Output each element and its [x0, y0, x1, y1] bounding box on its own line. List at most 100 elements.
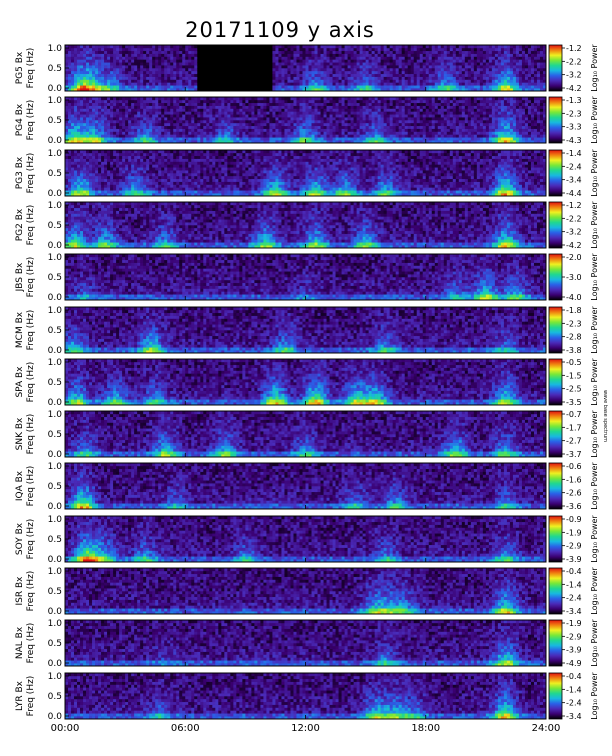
heatmap-cell [137, 103, 140, 106]
heatmap-cell [504, 65, 507, 68]
heatmap-cell [426, 129, 429, 132]
heatmap-cell [113, 117, 116, 120]
heatmap-cell [408, 51, 411, 54]
heatmap-cell [420, 137, 423, 140]
heatmap-cell [438, 74, 441, 77]
heatmap-cell [302, 109, 305, 112]
heatmap-cell [315, 51, 318, 54]
heatmap-cell [146, 123, 149, 126]
heatmap-cell [444, 59, 447, 62]
heatmap-cell [104, 77, 107, 80]
heatmap-cell [116, 100, 119, 103]
heatmap-cell [318, 57, 321, 60]
heatmap-cell [336, 74, 339, 77]
heatmap-cell [315, 117, 318, 120]
heatmap-cell [182, 106, 185, 109]
heatmap-cell [212, 85, 215, 88]
heatmap-cell [227, 74, 230, 77]
heatmap-cell [125, 65, 128, 68]
heatmap-cell [309, 106, 312, 109]
heatmap-cell [113, 74, 116, 77]
heatmap-cell [80, 51, 83, 54]
heatmap-cell [330, 51, 333, 54]
heatmap-cell [170, 77, 173, 80]
heatmap-cell [167, 62, 170, 65]
heatmap-cell [414, 85, 417, 88]
heatmap-cell [426, 85, 429, 88]
heatmap-cell [158, 51, 161, 54]
heatmap-cell [143, 77, 146, 80]
heatmap-cell [516, 68, 519, 71]
heatmap-cell [378, 51, 381, 54]
heatmap-cell [119, 126, 122, 129]
heatmap-cell [306, 71, 309, 74]
heatmap-cell [390, 114, 393, 117]
heatmap-cell [77, 134, 80, 137]
heatmap-cell [492, 80, 495, 83]
heatmap-cell [203, 111, 206, 114]
heatmap-cell [185, 71, 188, 74]
heatmap-cell [212, 132, 215, 135]
heatmap-cell [339, 111, 342, 114]
heatmap-cell [89, 74, 92, 77]
heatmap-cell [134, 68, 137, 71]
heatmap-cell [321, 109, 324, 112]
heatmap-cell [336, 129, 339, 132]
heatmap-cell [254, 114, 257, 117]
heatmap-cell [83, 77, 86, 80]
heatmap-cell [95, 120, 98, 123]
heatmap-cell [465, 77, 468, 80]
heatmap-cell [411, 85, 414, 88]
heatmap-cell [531, 51, 534, 54]
heatmap-cell [453, 74, 456, 77]
heatmap-cell [426, 100, 429, 103]
heatmap-cell [315, 111, 318, 114]
heatmap-cell [417, 71, 420, 74]
heatmap-cell [390, 68, 393, 71]
heatmap-cell [315, 77, 318, 80]
heatmap-cell [251, 123, 254, 126]
heatmap-cell [293, 80, 296, 83]
heatmap-cell [197, 114, 200, 117]
heatmap-cell [414, 114, 417, 117]
heatmap-cell [426, 62, 429, 65]
heatmap-cell [330, 71, 333, 74]
heatmap-cell [450, 62, 453, 65]
heatmap-cell [197, 111, 200, 114]
heatmap-cell [498, 65, 501, 68]
heatmap-cell [447, 71, 450, 74]
heatmap-cell [239, 111, 242, 114]
heatmap-cell [176, 100, 179, 103]
heatmap-cell [221, 51, 224, 54]
heatmap-cell [522, 59, 525, 62]
heatmap-cell [107, 62, 110, 65]
heatmap-cell [411, 103, 414, 106]
heatmap-cell [456, 65, 459, 68]
heatmap-cell [236, 126, 239, 129]
heatmap-cell [342, 106, 345, 109]
heatmap-cell [212, 77, 215, 80]
heatmap-cell [86, 134, 89, 137]
heatmap-cell [351, 120, 354, 123]
heatmap-cell [194, 103, 197, 106]
heatmap-cell [275, 74, 278, 77]
heatmap-cell [143, 62, 146, 65]
heatmap-cell [203, 68, 206, 71]
heatmap-cell [275, 59, 278, 62]
heatmap-cell [363, 85, 366, 88]
heatmap-cell [429, 129, 432, 132]
heatmap-cell [342, 48, 345, 51]
heatmap-cell [269, 65, 272, 68]
heatmap-cell [257, 132, 260, 135]
heatmap-cell [345, 134, 348, 137]
heatmap-cell [113, 71, 116, 74]
heatmap-cell [381, 77, 384, 80]
heatmap-cell [101, 59, 104, 62]
heatmap-cell [327, 109, 330, 112]
heatmap-cell [284, 48, 287, 51]
heatmap-cell [149, 80, 152, 83]
heatmap-cell [188, 62, 191, 65]
heatmap-cell [278, 71, 281, 74]
heatmap-cell [522, 68, 525, 71]
heatmap-cell [194, 120, 197, 123]
